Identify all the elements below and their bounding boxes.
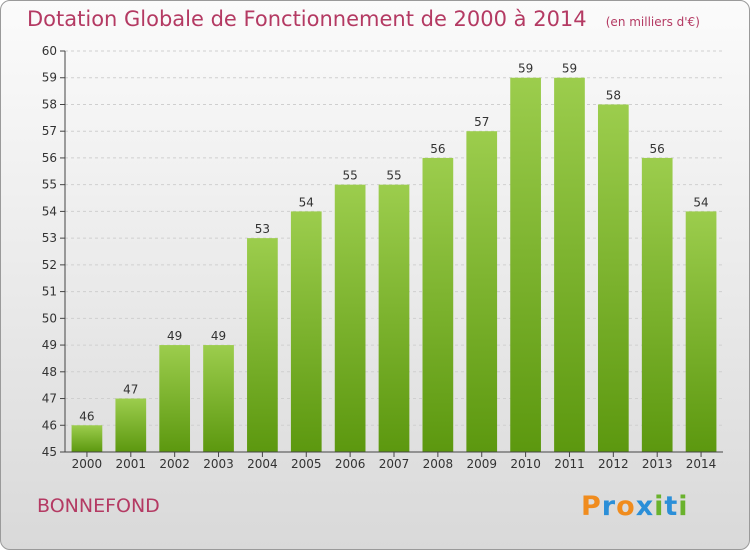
logo-letter: P	[581, 491, 602, 522]
y-tick-label: 60	[42, 44, 57, 58]
bar	[71, 425, 103, 452]
bar	[466, 131, 498, 452]
x-tick-label: 2000	[72, 457, 103, 471]
x-tick-label: 2009	[466, 457, 497, 471]
bar	[554, 77, 585, 452]
y-tick-label: 48	[42, 365, 57, 379]
data-label: 46	[79, 409, 94, 423]
bar	[510, 77, 541, 452]
y-tick-label: 46	[42, 418, 57, 432]
bar	[290, 211, 322, 452]
x-tick-label: 2006	[335, 457, 366, 471]
data-label: 55	[342, 169, 357, 183]
y-tick-label: 49	[42, 338, 57, 352]
y-tick-label: 51	[42, 285, 57, 299]
y-tick-label: 59	[42, 71, 57, 85]
logo-letter: r	[601, 491, 617, 522]
x-tick-label: 2001	[116, 457, 147, 471]
x-tick-label: 2007	[379, 457, 410, 471]
unit-label: (en milliers d'€)	[605, 15, 700, 29]
proxiti-logo: Proxiti	[581, 491, 689, 522]
x-tick-label: 2012	[598, 457, 629, 471]
x-tick-label: 2010	[510, 457, 541, 471]
commune-name: BONNEFOND	[37, 495, 160, 517]
data-label: 47	[123, 383, 138, 397]
y-tick-label: 47	[42, 392, 57, 406]
x-tick-label: 2014	[686, 457, 717, 471]
data-label: 55	[386, 169, 401, 183]
bar	[641, 157, 673, 452]
y-tick-label: 45	[42, 445, 57, 459]
logo-letter: t	[664, 491, 679, 522]
logo-letter: i	[654, 491, 665, 522]
data-label: 57	[474, 115, 489, 129]
axes: 45 46 47 48 49 50 51 52 53 54 55 56 57 58 59 60 2000 2001…	[42, 44, 723, 471]
x-tick-label: 2005	[291, 457, 322, 471]
data-label: 59	[518, 62, 533, 76]
bar	[685, 211, 717, 452]
bar	[422, 157, 454, 452]
x-tick-label: 2004	[247, 457, 278, 471]
data-label: 53	[255, 222, 270, 236]
bar	[159, 345, 191, 452]
y-tick-label: 53	[42, 231, 57, 245]
y-tick-label: 52	[42, 258, 57, 272]
y-tick-label: 50	[42, 311, 57, 325]
data-label: 58	[606, 88, 621, 102]
y-tick-label: 55	[42, 178, 57, 192]
bar	[115, 398, 147, 452]
bar	[247, 238, 278, 452]
y-tick-label: 56	[42, 151, 57, 165]
y-tick-label: 54	[42, 204, 57, 218]
y-tick-label: 58	[42, 97, 57, 111]
x-tick-label: 2008	[423, 457, 454, 471]
data-label: 56	[430, 142, 445, 156]
x-tick-label: 2003	[203, 457, 234, 471]
data-label: 56	[650, 142, 665, 156]
bar	[334, 184, 366, 452]
x-tick-label: 2002	[159, 457, 190, 471]
x-tick-label: 2013	[642, 457, 673, 471]
data-label: 49	[167, 329, 182, 343]
title-text: Dotation Globale de Fonctionnement de 20…	[27, 7, 587, 31]
bar	[378, 184, 410, 452]
x-tick-label: 2011	[554, 457, 585, 471]
logo-letter: x	[635, 491, 655, 522]
data-label: 54	[693, 195, 708, 209]
bars: 46 47 49 49 53 54 55 55 56 57 59 59 58 56 54	[71, 62, 717, 452]
bar	[597, 104, 629, 452]
logo-letter: i	[678, 491, 689, 522]
data-label: 54	[299, 195, 314, 209]
data-label: 49	[211, 329, 226, 343]
data-label: 59	[562, 62, 577, 76]
y-tick-label: 57	[42, 124, 57, 138]
bar	[203, 345, 234, 452]
chart-title: Dotation Globale de Fonctionnement de 20…	[27, 7, 700, 31]
logo-letter: o	[616, 491, 636, 522]
